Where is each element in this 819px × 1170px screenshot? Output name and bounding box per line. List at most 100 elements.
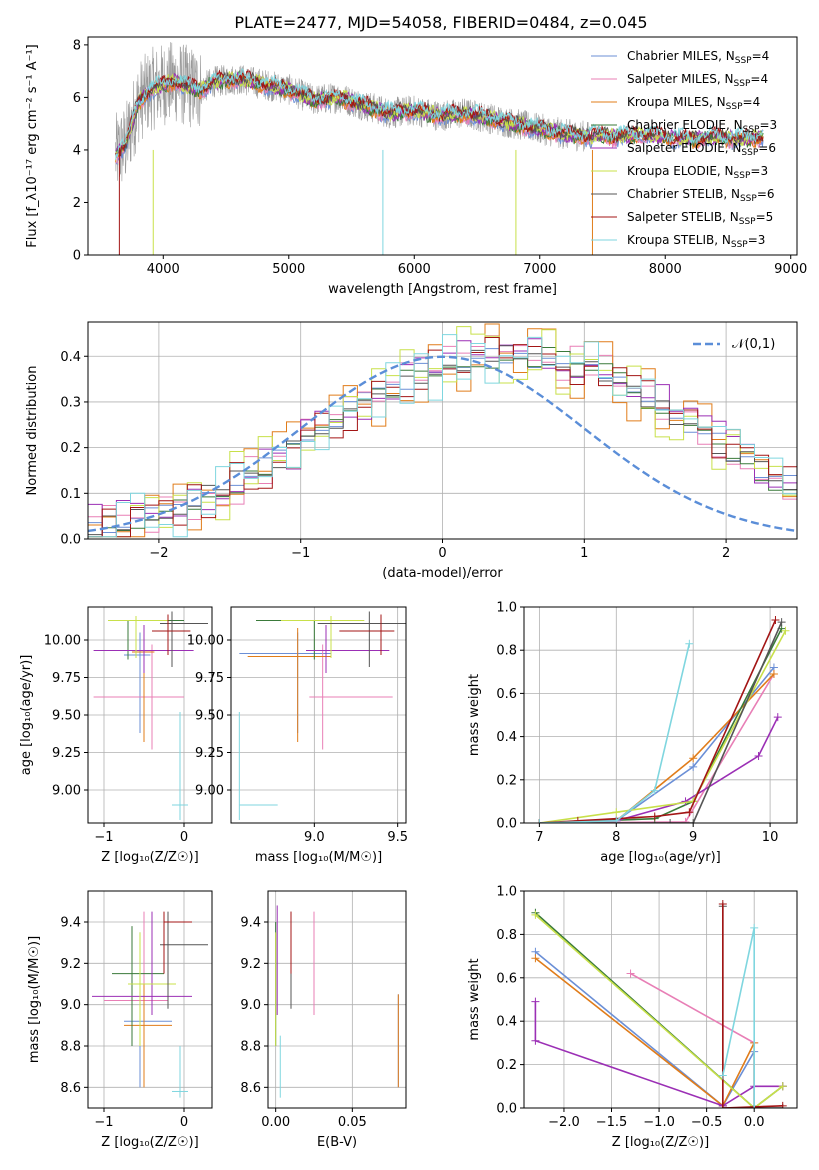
series-line-1: [539, 673, 775, 823]
axes-frame: [523, 606, 798, 824]
x-axis-label: mass [log₁₀(M/M☉)]: [255, 850, 382, 865]
y-tick-label: 4: [73, 143, 81, 158]
y-tick-label: 10.00: [187, 634, 224, 649]
y-tick-label: 8.8: [240, 1040, 261, 1055]
y-tick-label: 8: [73, 38, 81, 53]
spectrum-observed: [115, 42, 593, 182]
axes-frame: [523, 890, 798, 1109]
y-tick-label: 0.4: [496, 1015, 517, 1030]
y-tick-label: 0.2: [496, 773, 517, 788]
series-marker: [531, 1036, 540, 1045]
x-tick-label: 0: [438, 546, 446, 561]
y-tick-label: 0.3: [60, 395, 81, 410]
x-tick-label: 4000: [147, 262, 180, 277]
y-tick-label: 0.0: [496, 1102, 517, 1117]
x-axis-label: Z [log₁₀(Z/Z☉)]: [101, 850, 198, 865]
series-marker: [778, 1101, 787, 1108]
series-marker: [754, 752, 763, 761]
y-tick-label: 0.0: [60, 533, 81, 548]
series-marker: [777, 618, 786, 627]
x-axis-label: age [log₁₀(age/yr)]: [600, 850, 721, 865]
legend-label: Kroupa STELIB, NSSP=3: [627, 233, 765, 250]
x-axis-label: wavelength [Angstrom, rest frame]: [328, 282, 557, 297]
series-marker: [666, 819, 675, 823]
plots-container: 4000 5000 6000 7000 8000 900002468wavelength …: [19, 36, 807, 1150]
x-tick-label: 0: [180, 830, 188, 845]
series-marker: [681, 817, 690, 823]
y-tick-label: 9.0: [60, 998, 81, 1013]
y-tick-label: 9.4: [240, 916, 261, 931]
y-tick-label: 0.6: [496, 687, 517, 702]
x-axis-label: Z [log₁₀(Z/Z☉)]: [101, 1135, 198, 1150]
series-marker: [689, 762, 698, 771]
plot-area: [535, 615, 790, 823]
series-line-2: [539, 673, 775, 823]
legend-label: 𝒩(0,1): [732, 337, 775, 352]
series-marker: [685, 808, 694, 817]
plot-area: [531, 900, 787, 1108]
x-axis-label: E(B-V): [317, 1135, 357, 1150]
x-tick-label: 7: [535, 830, 543, 845]
legend-label: Salpeter STELIB, NSSP=5: [627, 210, 773, 227]
x-tick-label: 0.05: [338, 1115, 367, 1130]
series-line-5: [539, 630, 787, 823]
histogram-series-8: [88, 334, 797, 538]
y-tick-label: 0.6: [496, 971, 517, 986]
series-marker: [650, 812, 659, 821]
x-tick-label: 0.00: [261, 1115, 290, 1130]
series-line-0: [534, 951, 755, 1108]
plot-area: [238, 611, 406, 820]
y-tick-label: 9.0: [240, 998, 261, 1013]
x-tick-label: 2: [722, 546, 730, 561]
x-tick-label: 0: [180, 1115, 188, 1130]
y-tick-label: 0.1: [60, 487, 81, 502]
series-marker: [612, 816, 621, 823]
x-tick-label: −0.5: [691, 1115, 723, 1130]
x-tick-label: 8: [612, 830, 620, 845]
plot-area: [115, 42, 764, 255]
x-axis-label: Z [log₁₀(Z/Z☉)]: [612, 1135, 709, 1150]
y-tick-label: 8.6: [60, 1081, 81, 1096]
axes-frame: [87, 36, 798, 256]
series-marker: [769, 669, 778, 678]
series-line-7: [722, 904, 783, 1108]
x-tick-label: −1.5: [596, 1115, 628, 1130]
y-tick-label: 1.0: [496, 885, 517, 900]
series-marker: [531, 910, 540, 919]
x-tick-label: 10: [762, 830, 779, 845]
y-axis-label: Normed distribution: [25, 366, 40, 496]
legend-label: Salpeter MILES, NSSP=4: [627, 72, 768, 89]
legend-label: Kroupa ELODIE, NSSP=3: [627, 164, 768, 181]
plot-area: [92, 911, 208, 1098]
figure-title: PLATE=2477, MJD=54058, FIBERID=0484, z=0…: [234, 13, 647, 32]
series-marker: [781, 626, 790, 635]
y-axis-label: mass weight: [467, 958, 482, 1040]
y-tick-label: 9.75: [52, 671, 81, 686]
y-tick-label: 0.4: [60, 350, 81, 365]
plot-area: [275, 905, 399, 1098]
series-marker: [612, 808, 621, 817]
x-tick-label: 9000: [774, 262, 807, 277]
massweight_vs_age-chart: 7 8 9 10 0.0 0.2 0.4 0.6 0.8 1.0 age [log₁₀(age/yr…: [467, 601, 798, 865]
y-tick-label: 9.00: [195, 784, 224, 799]
x-tick-label: 9: [689, 830, 697, 845]
series-line-8: [539, 643, 691, 823]
mass_vs_ebv-chart: 0.00 0.05 8.6 8.8 9.0 9.2 9.4 E(B-V): [240, 890, 407, 1150]
series-marker: [773, 713, 782, 722]
y-tick-label: 6: [73, 91, 81, 106]
series-marker: [685, 639, 694, 648]
x-tick-label: 7000: [523, 262, 556, 277]
x-tick-label: 1: [580, 546, 588, 561]
normal-curve: [88, 355, 797, 533]
series-line-4: [539, 716, 779, 823]
x-tick-label: −1: [94, 830, 113, 845]
series-marker: [650, 786, 659, 795]
plot-area: [88, 323, 797, 538]
y-tick-label: 0.2: [60, 441, 81, 456]
series-line-3: [539, 628, 783, 823]
x-tick-label: −1.0: [643, 1115, 675, 1130]
residuals-chart: −2 −1 0 1 2 0.0 0.1 0.2 0.3 0.4 (data-model)/error…: [25, 321, 798, 581]
y-tick-label: 0.8: [496, 644, 517, 659]
legend: Chabrier MILES, NSSP=4 Salpeter MILES, NS…: [591, 49, 777, 250]
series-marker: [750, 923, 759, 932]
